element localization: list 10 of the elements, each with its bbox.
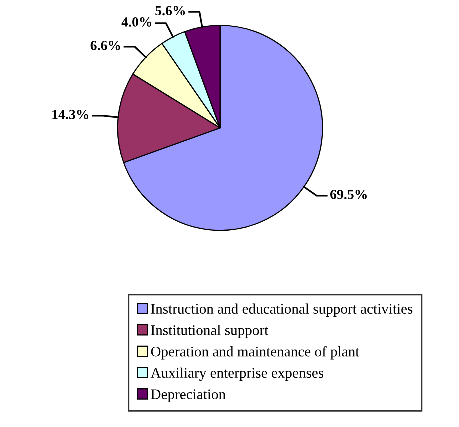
legend-label: Operation and maintenance of plant [151,346,360,360]
data-label: 4.0% [122,18,152,27]
legend-label: Institutional support [151,325,269,338]
data-label: 5.6% [156,6,186,16]
data-label: 14.3% [52,110,88,120]
legend-label: Depreciation [151,390,226,402]
legend-label: Auxiliary enterprise expenses [150,368,324,382]
legend-label: Instruction and educational support activities [151,304,413,317]
data-label: 69.5% [330,190,367,200]
data-label: 6.6% [90,40,120,50]
